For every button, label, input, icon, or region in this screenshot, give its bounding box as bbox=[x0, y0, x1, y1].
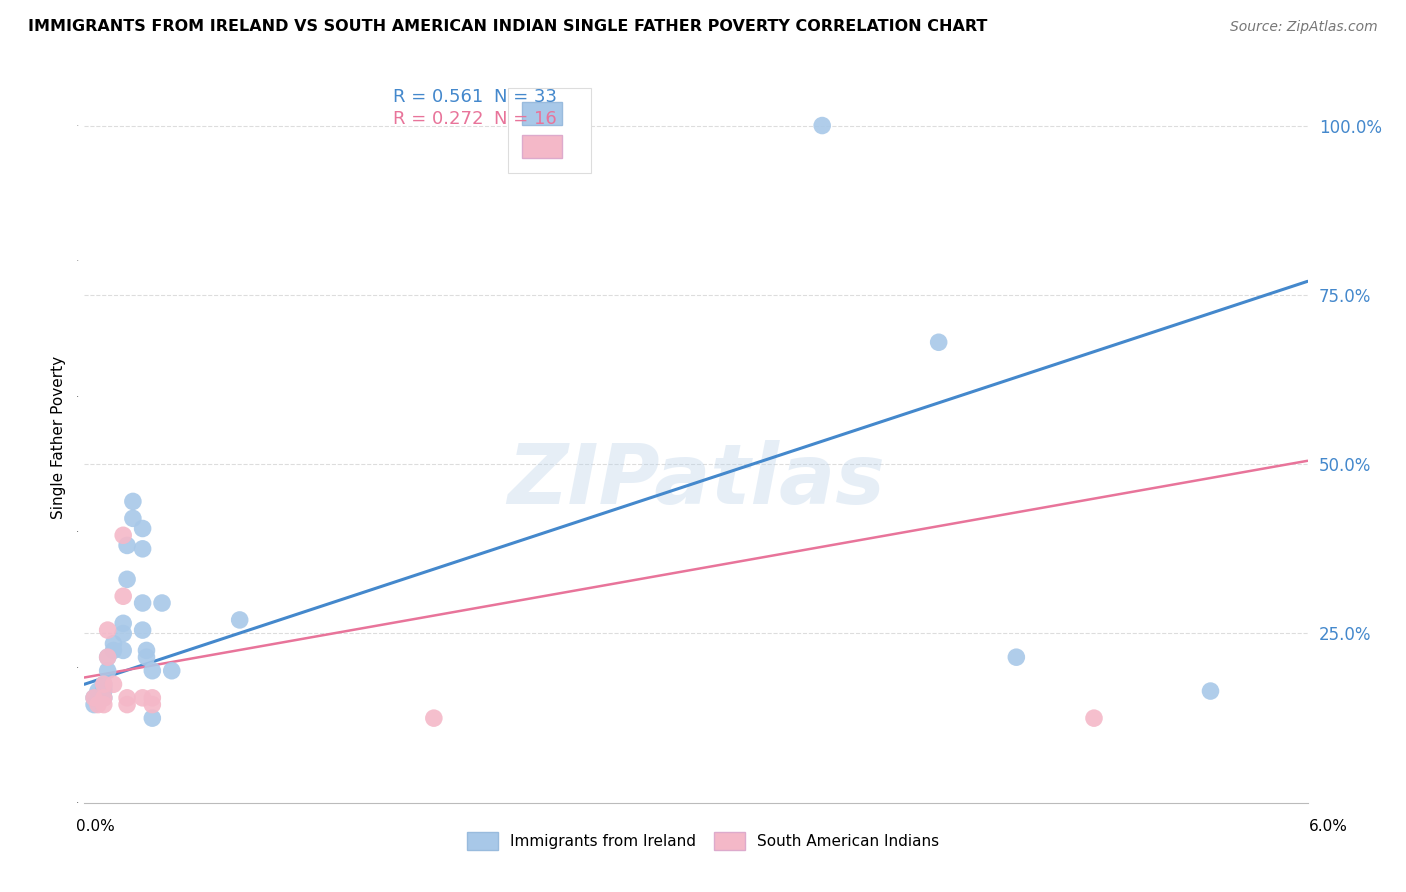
Text: N = 33: N = 33 bbox=[494, 88, 557, 106]
Point bbox=[103, 637, 125, 651]
Point bbox=[89, 690, 111, 705]
Point bbox=[1005, 650, 1028, 665]
Point bbox=[131, 623, 153, 637]
Text: 6.0%: 6.0% bbox=[1309, 820, 1348, 834]
Text: 0.0%: 0.0% bbox=[76, 820, 115, 834]
Point bbox=[131, 521, 153, 535]
Point bbox=[83, 690, 105, 705]
Text: Source: ZipAtlas.com: Source: ZipAtlas.com bbox=[1230, 21, 1378, 34]
Point bbox=[122, 511, 145, 525]
Point bbox=[122, 494, 145, 508]
Point bbox=[93, 698, 115, 712]
Point bbox=[112, 643, 135, 657]
Point bbox=[423, 711, 446, 725]
Point bbox=[83, 690, 105, 705]
Point bbox=[87, 684, 110, 698]
Text: IMMIGRANTS FROM IRELAND VS SOUTH AMERICAN INDIAN SINGLE FATHER POVERTY CORRELATI: IMMIGRANTS FROM IRELAND VS SOUTH AMERICA… bbox=[28, 20, 987, 34]
Point bbox=[93, 684, 115, 698]
Point bbox=[112, 626, 135, 640]
Point bbox=[97, 664, 120, 678]
Point bbox=[115, 690, 138, 705]
Point bbox=[97, 623, 120, 637]
Point bbox=[141, 690, 163, 705]
Point bbox=[1083, 711, 1105, 725]
Point bbox=[103, 643, 125, 657]
Point bbox=[93, 690, 115, 705]
Point bbox=[160, 664, 183, 678]
Text: ZIPatlas: ZIPatlas bbox=[508, 441, 884, 522]
Point bbox=[115, 572, 138, 586]
Legend: , : , bbox=[508, 87, 591, 173]
Point bbox=[93, 681, 115, 695]
Point bbox=[150, 596, 173, 610]
Point bbox=[141, 664, 163, 678]
Point bbox=[928, 335, 950, 350]
Y-axis label: Single Father Poverty: Single Father Poverty bbox=[51, 356, 66, 518]
Point bbox=[103, 677, 125, 691]
Point bbox=[115, 538, 138, 552]
Point bbox=[135, 650, 157, 665]
Text: R = 0.561: R = 0.561 bbox=[392, 88, 482, 106]
Point bbox=[131, 690, 153, 705]
Point bbox=[93, 690, 115, 705]
Legend: Immigrants from Ireland, South American Indians: Immigrants from Ireland, South American … bbox=[461, 826, 945, 855]
Point bbox=[93, 677, 115, 691]
Text: N = 16: N = 16 bbox=[494, 110, 557, 128]
Point bbox=[112, 528, 135, 542]
Point bbox=[97, 650, 120, 665]
Point bbox=[131, 541, 153, 556]
Text: R = 0.272: R = 0.272 bbox=[392, 110, 484, 128]
Point bbox=[141, 698, 163, 712]
Point bbox=[131, 596, 153, 610]
Point bbox=[115, 698, 138, 712]
Point bbox=[93, 677, 115, 691]
Point bbox=[112, 616, 135, 631]
Point bbox=[811, 119, 834, 133]
Point bbox=[97, 650, 120, 665]
Point bbox=[228, 613, 250, 627]
Point bbox=[112, 589, 135, 603]
Point bbox=[135, 643, 157, 657]
Point bbox=[87, 698, 110, 712]
Point bbox=[141, 711, 163, 725]
Point bbox=[83, 698, 105, 712]
Point bbox=[1199, 684, 1222, 698]
